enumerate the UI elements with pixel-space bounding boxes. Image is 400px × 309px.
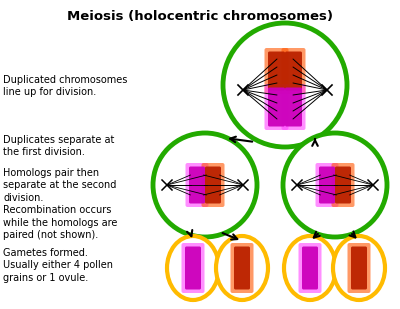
FancyBboxPatch shape (264, 84, 288, 130)
Text: Homologs pair then
separate at the second
division.
Recombination occurs
while t: Homologs pair then separate at the secon… (3, 168, 117, 240)
FancyBboxPatch shape (285, 52, 302, 91)
FancyBboxPatch shape (316, 163, 338, 207)
FancyBboxPatch shape (302, 247, 318, 290)
FancyBboxPatch shape (285, 87, 302, 126)
Text: Gametes formed.
Usually either 4 pollen
grains or 1 ovule.: Gametes formed. Usually either 4 pollen … (3, 248, 113, 283)
FancyBboxPatch shape (189, 167, 205, 204)
FancyBboxPatch shape (282, 48, 306, 94)
FancyBboxPatch shape (185, 247, 201, 290)
Circle shape (283, 133, 387, 237)
FancyBboxPatch shape (264, 48, 288, 94)
FancyBboxPatch shape (332, 163, 354, 207)
FancyBboxPatch shape (268, 87, 285, 126)
FancyBboxPatch shape (268, 52, 285, 91)
Text: Duplicates separate at
the first division.: Duplicates separate at the first divisio… (3, 135, 114, 157)
Ellipse shape (284, 236, 336, 300)
FancyBboxPatch shape (282, 84, 306, 130)
Ellipse shape (333, 236, 385, 300)
FancyBboxPatch shape (205, 167, 221, 204)
FancyBboxPatch shape (335, 167, 351, 204)
FancyBboxPatch shape (230, 243, 254, 293)
FancyBboxPatch shape (348, 243, 370, 293)
FancyBboxPatch shape (186, 163, 208, 207)
FancyBboxPatch shape (234, 247, 250, 290)
FancyBboxPatch shape (298, 243, 322, 293)
Text: Duplicated chromosomes
line up for division.: Duplicated chromosomes line up for divis… (3, 75, 127, 97)
Text: Meiosis (holocentric chromosomes): Meiosis (holocentric chromosomes) (67, 10, 333, 23)
Ellipse shape (167, 236, 219, 300)
FancyBboxPatch shape (182, 243, 204, 293)
FancyBboxPatch shape (319, 167, 335, 204)
Ellipse shape (216, 236, 268, 300)
FancyBboxPatch shape (351, 247, 367, 290)
Circle shape (153, 133, 257, 237)
Circle shape (223, 23, 347, 147)
FancyBboxPatch shape (202, 163, 224, 207)
